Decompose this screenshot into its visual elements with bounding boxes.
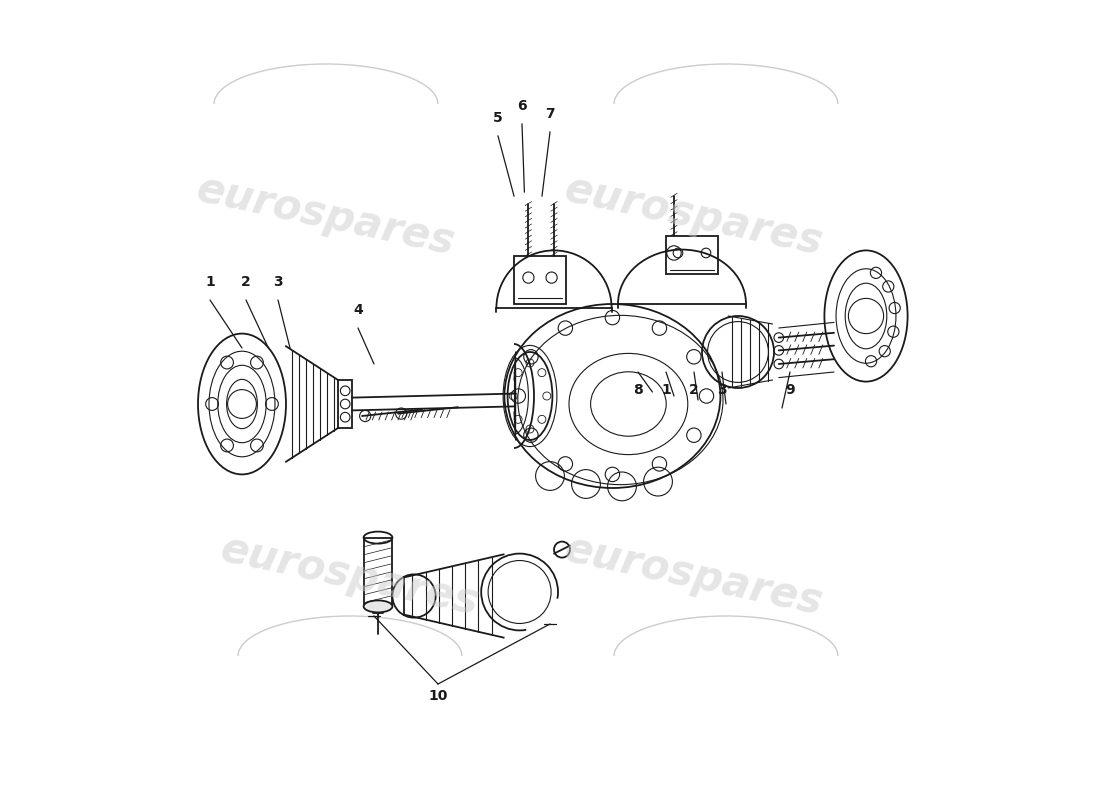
Bar <box>364 538 393 606</box>
Text: 1: 1 <box>661 382 671 397</box>
Text: eurospares: eurospares <box>561 528 827 624</box>
Ellipse shape <box>364 600 393 613</box>
Text: 2: 2 <box>241 275 251 290</box>
Text: 10: 10 <box>428 689 448 703</box>
Text: 7: 7 <box>546 107 554 122</box>
Text: 2: 2 <box>689 382 698 397</box>
Bar <box>514 256 566 304</box>
Bar <box>338 380 352 428</box>
Text: 5: 5 <box>493 111 503 126</box>
Text: eurospares: eurospares <box>192 168 459 264</box>
Text: 8: 8 <box>634 382 642 397</box>
Text: 6: 6 <box>517 99 527 114</box>
Text: 4: 4 <box>353 303 363 318</box>
Text: eurospares: eurospares <box>561 168 827 264</box>
Text: 3: 3 <box>717 382 727 397</box>
Text: 1: 1 <box>205 275 214 290</box>
Text: 9: 9 <box>785 382 795 397</box>
Text: eurospares: eurospares <box>217 528 483 624</box>
Bar <box>666 236 718 274</box>
Text: 3: 3 <box>273 275 283 290</box>
